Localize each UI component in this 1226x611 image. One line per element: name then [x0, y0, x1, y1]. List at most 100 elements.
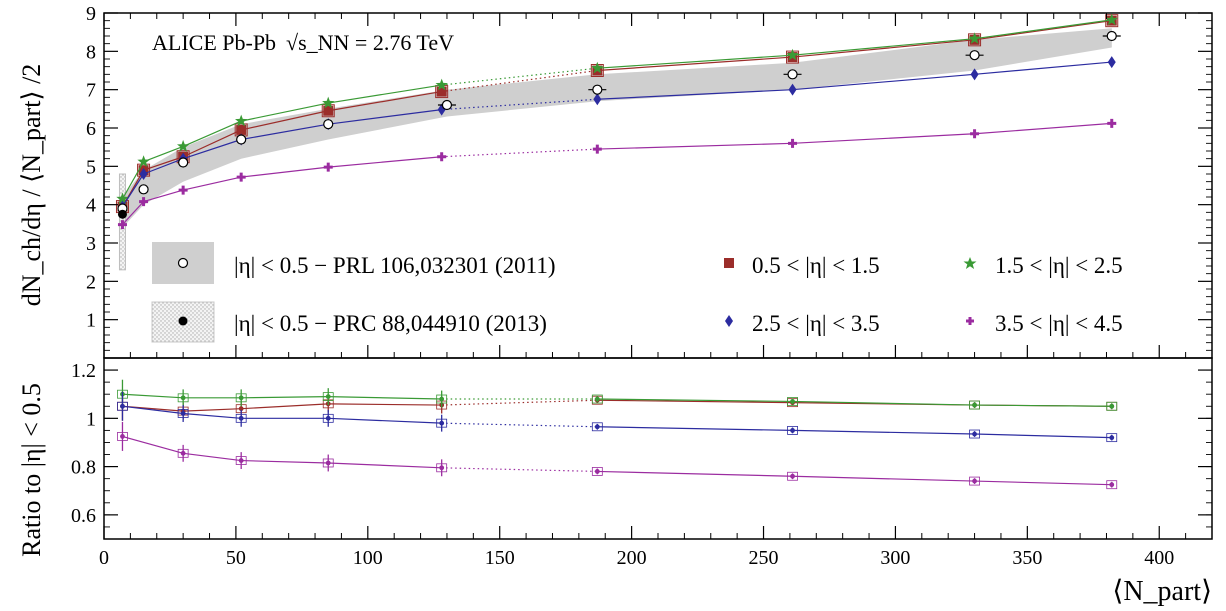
top-series-3-point — [177, 139, 190, 152]
ratio-series-1-syst-box — [235, 393, 247, 403]
top-series-5-segment — [143, 189, 184, 203]
top-series-5-segment — [974, 122, 1112, 135]
ratio-series-3-segment — [441, 467, 598, 473]
ratio-series-3-point — [439, 465, 445, 471]
bottom-y-tick-label: 1.2 — [71, 360, 96, 382]
top-series-4-point — [788, 83, 797, 96]
legend-marker-eta-05-15 — [724, 258, 734, 268]
ratio-series-2-point — [180, 411, 186, 416]
top-series-4-segment — [792, 73, 975, 91]
ratio-series-3-point — [594, 469, 600, 474]
ratio-series-1-point — [439, 396, 445, 402]
top-y-tick-label: 6 — [86, 118, 96, 140]
top-series-4-point — [1107, 56, 1116, 69]
legend-marker-prc — [178, 316, 188, 326]
ratio-series-0-segment — [441, 399, 598, 406]
prl-point — [592, 84, 603, 95]
top-series-5-segment — [183, 176, 242, 191]
x-tick-label: 250 — [749, 547, 779, 569]
ratio-series-3-point — [790, 473, 795, 479]
ratio-series-3-segment — [974, 480, 1112, 486]
ratio-series-3-syst-box — [787, 471, 798, 481]
top-series-5-point — [788, 138, 798, 148]
top-series-2-segment — [328, 90, 442, 112]
legend-marker-prl — [177, 257, 189, 269]
top-y-tick-label: 8 — [86, 41, 96, 63]
ratio-series-2-syst-box — [591, 422, 603, 432]
ratio-series-2-point — [972, 431, 977, 437]
ratio-series-0-segment — [328, 403, 442, 406]
top-series-3-segment — [182, 120, 242, 147]
top-series-3-point — [786, 48, 799, 61]
top-series-5-point — [178, 185, 188, 195]
ratio-series-1-point — [790, 399, 795, 404]
top-series-2-point — [236, 124, 247, 135]
ratio-series-2-segment — [441, 422, 598, 428]
top-series-3-point — [435, 78, 448, 91]
top-series-3-segment — [328, 84, 442, 104]
axes-ticks: 0 50 100 150 200 250 300 350 400 1 2 3 4 5 6 7 8 9 0.6 0.8 1… — [71, 3, 1213, 569]
top-series-5-point — [970, 129, 980, 139]
prl-point — [178, 157, 189, 168]
top-y-tick-label: 4 — [86, 195, 96, 217]
ratio-series-3-segment — [183, 452, 242, 462]
ratio-series-3-segment — [597, 470, 793, 477]
top-series-3-point — [116, 192, 129, 205]
top-y-tick-label: 3 — [86, 233, 96, 255]
top-series-5-segment — [792, 133, 975, 144]
prl-point — [323, 119, 334, 130]
ratio-series-2-point — [120, 403, 125, 409]
chart-title-energy: √s_NN = 2.76 TeV — [286, 30, 454, 55]
legend-label-eta-35-45: 3.5 < |η| < 4.5 — [995, 311, 1123, 336]
ratio-series-1-segment — [792, 400, 975, 406]
legend: |η| < 0.5 − PRL 106,032301 (2011) |η| < … — [151, 242, 1123, 343]
top-series-5-point — [236, 172, 246, 182]
ratio-series-2-point — [1109, 435, 1115, 441]
ratio-series-3-syst-box — [591, 467, 603, 476]
ratio-series-1-point — [325, 394, 331, 400]
top-series-4-segment — [143, 158, 184, 175]
top-series-5-point — [323, 162, 333, 172]
top-series-5-point — [139, 197, 149, 207]
top-series-3-segment — [974, 19, 1112, 40]
top-series-3-point — [591, 61, 604, 74]
ratio-series-3-segment — [241, 459, 329, 464]
x-axis-label: ⟨N_part⟩ — [1112, 576, 1212, 607]
ratio-series-2-point — [439, 420, 445, 426]
top-y-tick-label: 7 — [86, 80, 96, 102]
ratio-series-1-segment — [597, 398, 793, 403]
top-series-2-segment — [143, 156, 184, 171]
ratio-series-3-point — [325, 460, 331, 466]
ratio-series-2-syst-box — [117, 401, 128, 411]
top-y-axis-label: dN_ch/dη / ⟨N_part⟩ /2 — [17, 64, 46, 307]
top-series-3-segment — [792, 38, 975, 56]
ratio-series-2-point — [790, 428, 795, 433]
prl-point — [236, 134, 247, 145]
bottom-y-tick-label: 1 — [86, 408, 96, 430]
top-series-3-segment — [143, 145, 184, 163]
top-series-5-segment — [597, 142, 793, 150]
ratio-series-1-point — [1109, 403, 1115, 409]
top-y-tick-label: 2 — [86, 271, 96, 293]
bottom-y-tick-label: 0.8 — [71, 457, 96, 479]
ratio-series-1-syst-box — [322, 392, 334, 402]
top-series-3-point — [137, 155, 150, 167]
ratio-series-1-point — [180, 395, 186, 401]
ratio-series-1-point — [972, 402, 977, 408]
ratio-series-3-syst-box — [436, 463, 448, 473]
ratio-series-2-segment — [792, 429, 975, 435]
ratio-series-2-point — [594, 424, 600, 430]
ratio-series-0-segment — [597, 399, 793, 404]
ratio-series-1-segment — [122, 393, 184, 399]
top-series-4-segment — [182, 138, 242, 160]
top-y-tick-label: 9 — [86, 3, 96, 25]
ratio-series-3-syst-box — [969, 476, 980, 486]
ratio-series-3-point — [180, 450, 186, 456]
ratio-series-1-point — [238, 395, 244, 401]
bottom-y-tick-label: 0.6 — [71, 505, 96, 527]
top-series-4-segment — [974, 61, 1112, 75]
ratio-series-2-syst-box — [177, 409, 189, 418]
top-series-4-segment — [121, 173, 145, 207]
top-series-2-point — [323, 105, 334, 116]
ratio-series-2-segment — [122, 405, 184, 415]
